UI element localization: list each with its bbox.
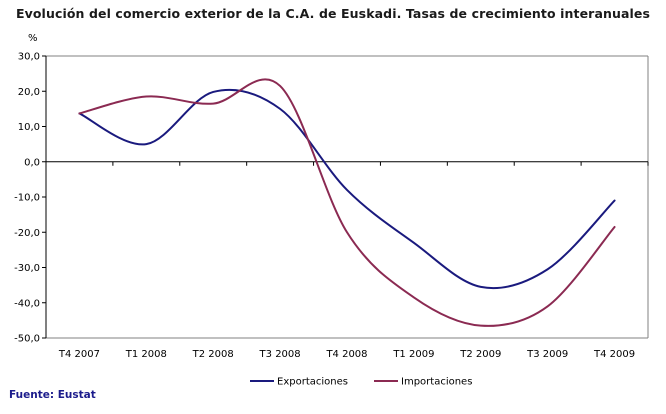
y-tick-label: -20,0	[14, 228, 40, 239]
y-tick-label: 10,0	[18, 122, 40, 133]
legend-label-importaciones: Importaciones	[401, 377, 472, 388]
x-tick-label: T4 2007	[58, 349, 100, 360]
x-tick-label: T2 2009	[459, 349, 501, 360]
chart-title: Evolución del comercio exterior de la C.…	[15, 6, 651, 21]
y-tick-label: -40,0	[14, 298, 40, 309]
y-tick-label: 30,0	[18, 52, 40, 63]
x-tick-label: T3 2008	[259, 349, 301, 360]
x-tick-label: T3 2009	[526, 349, 568, 360]
y-tick-label: -30,0	[14, 263, 40, 274]
legend: Exportaciones Importaciones	[250, 377, 472, 388]
legend-label-exportaciones: Exportaciones	[277, 377, 348, 388]
x-tick-label: T2 2008	[192, 349, 234, 360]
source-note: Fuente: Eustat	[9, 389, 96, 401]
series-layer	[78, 78, 616, 327]
x-tick-label: T1 2008	[125, 349, 167, 360]
x-tick-label: T4 2008	[325, 349, 367, 360]
series-line-exportaciones	[78, 88, 616, 290]
y-tick-label: 20,0	[18, 87, 40, 98]
series-line-importaciones	[78, 78, 616, 327]
y-tick-label: -10,0	[14, 193, 40, 204]
y-tick-label: 0,0	[24, 157, 40, 168]
y-axis-unit-label: %	[28, 33, 38, 44]
x-tick-label: T1 2009	[392, 349, 434, 360]
x-tick-label: T4 2009	[593, 349, 635, 360]
y-tick-label: -50,0	[14, 334, 40, 345]
axes: 30,0 20,0 10,0 0,0 -10,0 -20,0 -30,0 -40,0 -50,0…	[14, 52, 649, 360]
